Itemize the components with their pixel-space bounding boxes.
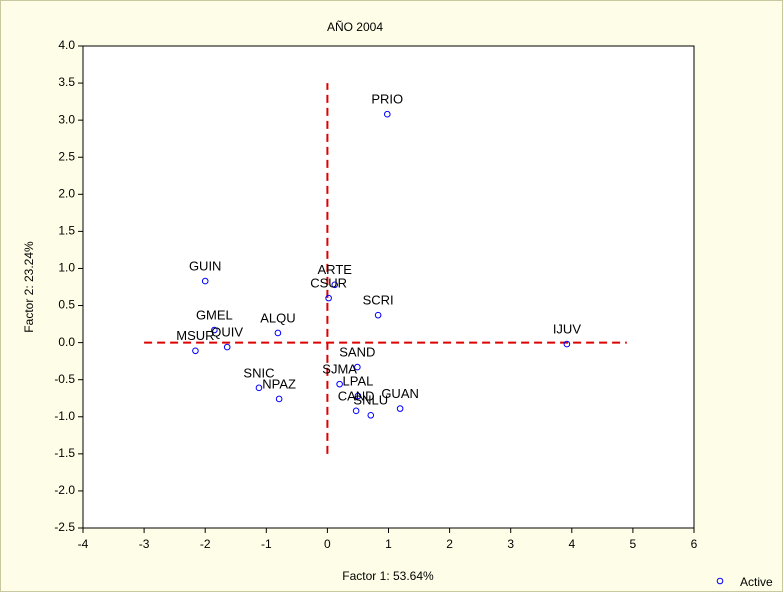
x-tick-label: -2 [200, 537, 211, 551]
point [325, 294, 332, 302]
point-label: SJMA [322, 362, 357, 377]
point-label: LPAL [343, 373, 374, 388]
y-tick-label: 1.0 [58, 261, 75, 275]
y-tick-label: -2.5 [54, 520, 75, 534]
y-tick-label: 3.0 [58, 112, 75, 126]
y-tick-label: 3.5 [58, 75, 75, 89]
y-tick-label: -2.0 [54, 483, 75, 497]
point-label: SNLU [353, 393, 388, 408]
point-label: GUIN [189, 259, 222, 274]
point-label: IJUV [553, 322, 582, 337]
point-label: NPAZ [262, 376, 296, 391]
x-tick-label: -1 [261, 537, 272, 551]
y-tick-label: 4.0 [58, 38, 75, 52]
y-tick-label: -1.0 [54, 409, 75, 423]
plot-frame [82, 45, 695, 529]
point [396, 405, 404, 412]
x-tick-label: -3 [139, 537, 150, 551]
chart-title: AÑO 2004 [327, 20, 383, 34]
point [331, 281, 339, 289]
x-tick-label: 5 [630, 537, 637, 551]
x-tick-label: 3 [507, 537, 514, 551]
point [211, 326, 218, 334]
x-tick-label: 6 [691, 537, 698, 551]
legend-label: Active [740, 575, 773, 589]
point-label: CSUR [310, 276, 347, 291]
point [563, 340, 571, 348]
point [352, 407, 360, 415]
point [354, 392, 362, 400]
point-label: PRIO [371, 92, 403, 107]
x-axis-label: Factor 1: 53.64% [342, 569, 434, 583]
y-tick-label: -1.5 [54, 446, 75, 460]
y-tick-label: 2.0 [58, 186, 75, 200]
point [336, 380, 343, 388]
point-label: ARTE [318, 262, 353, 277]
y-tick-label: 2.5 [58, 149, 75, 163]
point-label: SNIC [243, 365, 274, 380]
point-label: MSUR [176, 328, 214, 343]
point [275, 395, 283, 403]
point-label: GMEL [196, 307, 233, 322]
point-label: SCRI [363, 293, 394, 308]
point-label: SAND [339, 345, 375, 360]
point [354, 363, 361, 371]
point [383, 110, 391, 118]
point-label: CAND [338, 388, 375, 403]
legend-marker [716, 577, 724, 585]
y-tick-label: 0.0 [58, 335, 75, 349]
y-tick-label: 0.5 [58, 298, 75, 312]
point [201, 277, 209, 285]
y-tick-label: 1.5 [58, 224, 75, 238]
point [274, 329, 282, 337]
x-tick-label: 0 [324, 537, 331, 551]
point-label: QUIV [211, 325, 243, 340]
x-tick-label: -4 [78, 537, 89, 551]
y-tick-label: -0.5 [54, 372, 75, 386]
y-axis-label: Factor 2: 23.24% [22, 241, 36, 333]
point [255, 384, 263, 392]
point-label: GUAN [381, 386, 419, 401]
x-tick-label: 2 [446, 537, 453, 551]
point [367, 411, 375, 419]
point [223, 343, 231, 351]
point-label: ALQU [260, 310, 295, 325]
point [374, 311, 382, 319]
point [192, 347, 199, 355]
x-tick-label: 4 [568, 537, 575, 551]
x-tick-label: 1 [385, 537, 392, 551]
